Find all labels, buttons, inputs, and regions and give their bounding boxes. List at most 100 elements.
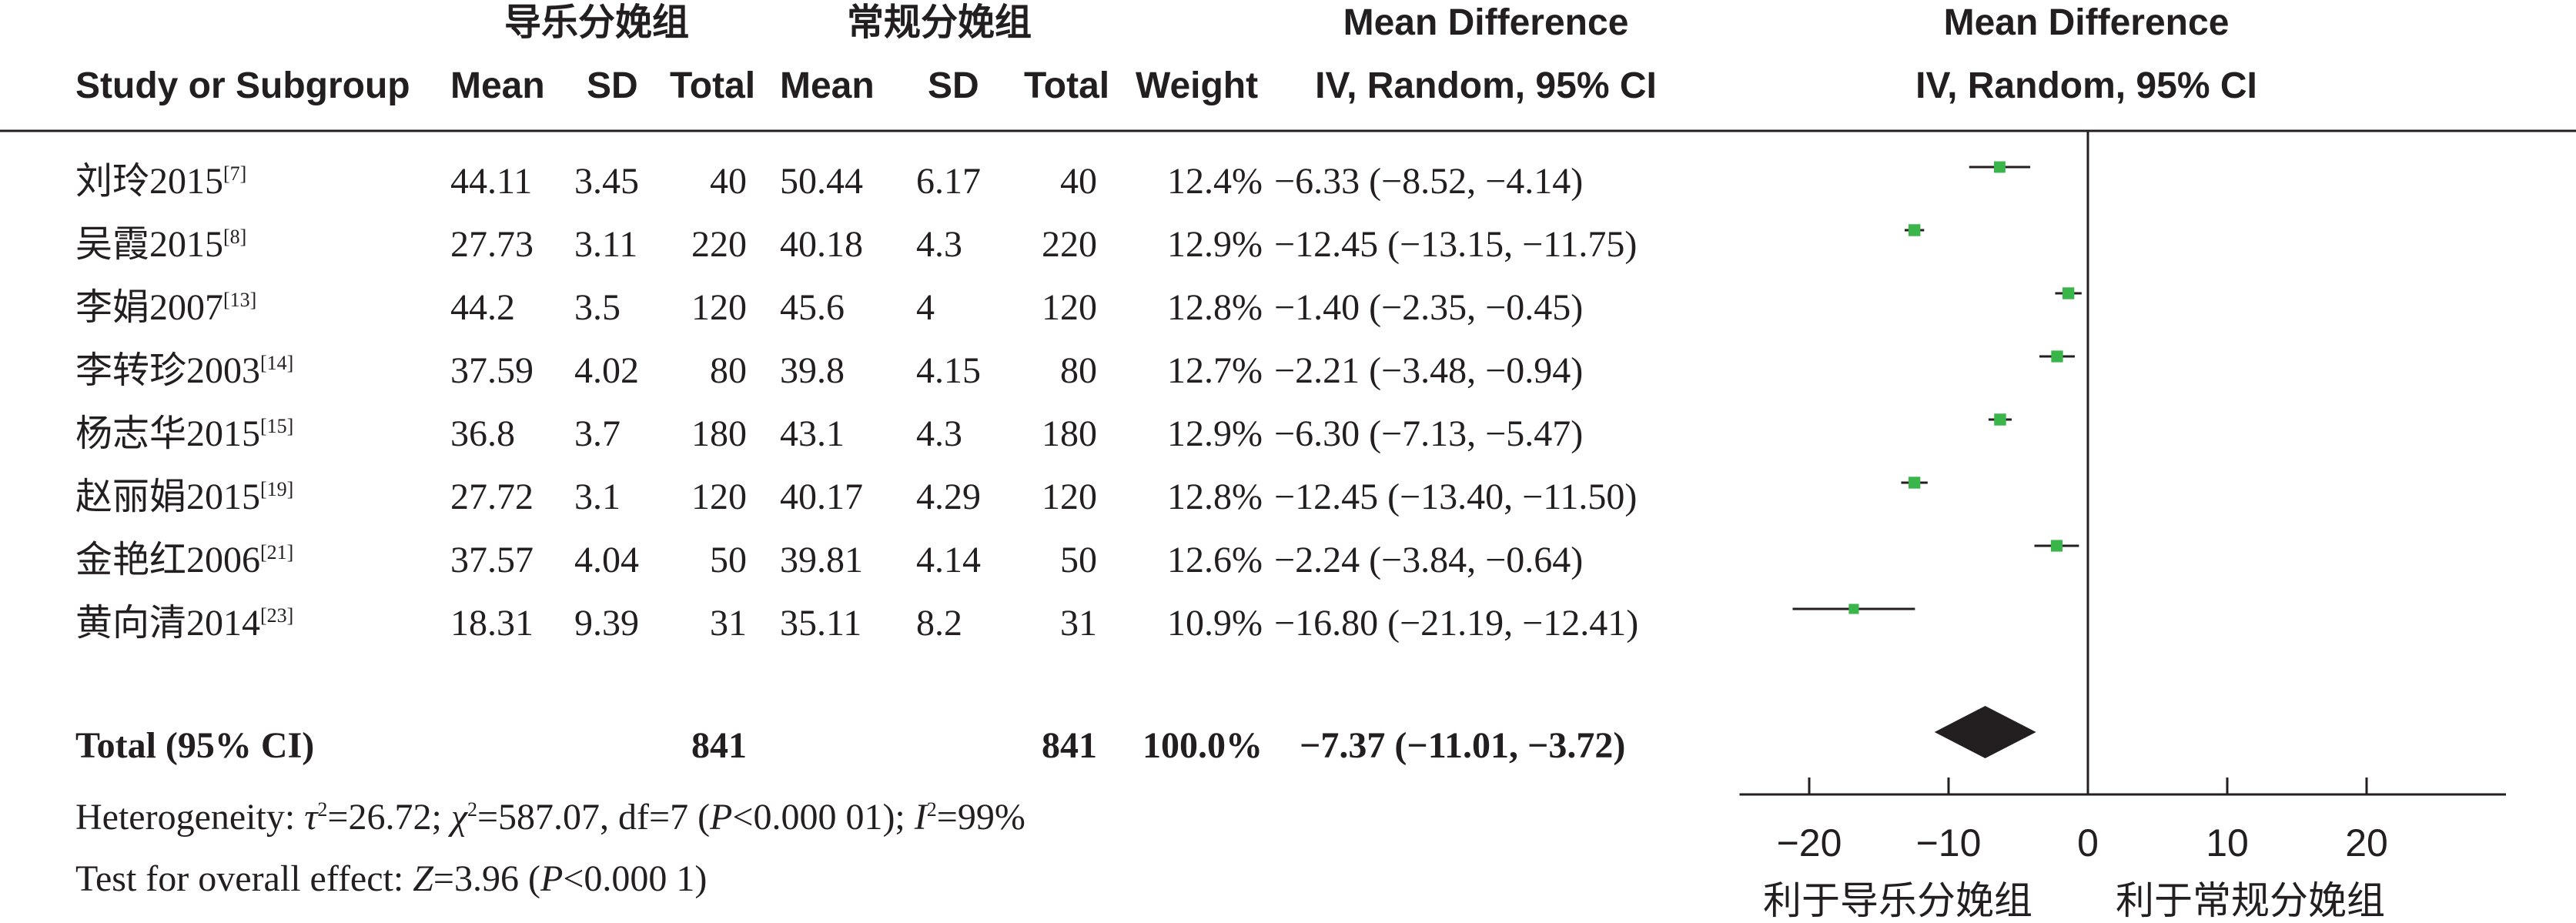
study-m2-cell: 39.81: [780, 540, 863, 580]
pooled-diamond: [1934, 706, 2036, 758]
study-ci-cell: −6.33 (−8.52, −4.14): [1274, 161, 1584, 202]
study-weight-cell: 12.8%: [1167, 477, 1263, 517]
study-name: 刘玲2015[7]: [75, 161, 247, 202]
study-m1-cell: 27.72: [450, 477, 534, 517]
x-axis-tick-label: −20: [1777, 821, 1842, 864]
heterogeneity-text: Heterogeneity: τ2=26.72; χ2=587.07, df=7…: [75, 797, 1025, 838]
study-n1-cell: 180: [691, 413, 747, 454]
study-sd2-cell: 4.3: [916, 224, 962, 265]
study-weight-cell: 10.9%: [1167, 603, 1263, 644]
study-name: 杨志华2015[15]: [75, 413, 294, 454]
study-sd2-cell: 4.3: [916, 413, 962, 454]
study-n1-cell: 40: [710, 161, 747, 202]
study-ci-cell: −6.30 (−7.13, −5.47): [1274, 413, 1584, 454]
total1-column-header: Total: [670, 65, 756, 106]
study-ci-cell: −1.40 (−2.35, −0.45): [1274, 287, 1584, 328]
effect-marker: [2051, 350, 2063, 363]
study-sd2-cell: 8.2: [916, 603, 962, 644]
study-m2-cell: 45.6: [780, 287, 845, 328]
study-m1-cell: 37.59: [450, 350, 534, 391]
favors-right-label: 利于常规分娩组: [2116, 879, 2385, 922]
study-n2-cell: 31: [1060, 603, 1097, 644]
mean1-column-header: Mean: [450, 65, 545, 106]
study-name: 吴霞2015[8]: [75, 224, 247, 265]
study-sd2-cell: 4.29: [916, 477, 981, 517]
study-reference: [13]: [223, 289, 257, 311]
x-axis-tick-label: −10: [1916, 821, 1982, 864]
study-reference: [7]: [223, 162, 247, 185]
study-weight-cell: 12.7%: [1167, 350, 1263, 391]
study-n2-cell: 40: [1060, 161, 1097, 202]
study-sd1-cell: 4.02: [574, 350, 639, 391]
study-sd1-cell: 3.7: [574, 413, 621, 454]
study-reference: [14]: [260, 352, 294, 374]
weight-column-header: Weight: [1136, 65, 1259, 106]
x-axis-tick-label: 0: [2077, 821, 2099, 864]
total-n1: 841: [691, 725, 747, 766]
effect-marker: [2062, 287, 2075, 299]
study-m1-cell: 44.11: [450, 161, 533, 202]
study-name: 金艳红2006[21]: [75, 540, 294, 580]
total-label: Total (95% CI): [75, 725, 315, 766]
study-n1-cell: 220: [691, 224, 747, 265]
total2-column-header: Total: [1024, 65, 1110, 106]
study-n2-cell: 180: [1042, 413, 1097, 454]
study-weight-cell: 12.8%: [1167, 287, 1263, 328]
study-reference: [23]: [260, 604, 294, 627]
overall-effect-text: Test for overall effect: Z=3.96 (P<0.000…: [75, 858, 708, 899]
study-n2-cell: 80: [1060, 350, 1097, 391]
sd2-column-header: SD: [928, 65, 979, 106]
effect-marker: [1908, 224, 1921, 236]
study-n2-cell: 220: [1042, 224, 1097, 265]
study-name: 李转珍2003[14]: [75, 350, 294, 391]
study-m1-cell: 37.57: [450, 540, 534, 580]
x-axis-tick-label: 20: [2345, 821, 2388, 864]
study-m2-cell: 35.11: [780, 603, 862, 644]
study-sd1-cell: 4.04: [574, 540, 639, 580]
study-m2-cell: 40.17: [780, 477, 863, 517]
md-column-title: Mean Difference: [1343, 2, 1629, 43]
study-ci-cell: −12.45 (−13.40, −11.50): [1274, 477, 1638, 517]
study-m1-cell: 36.8: [450, 413, 515, 454]
total-n2: 841: [1042, 725, 1097, 766]
study-name: 黄向清2014[23]: [75, 603, 294, 644]
effect-marker: [1848, 604, 1859, 614]
study-m2-cell: 40.18: [780, 224, 863, 265]
study-reference: [21]: [260, 541, 294, 563]
study-reference: [8]: [223, 226, 247, 248]
study-n1-cell: 80: [710, 350, 747, 391]
plot-column-title: Mean Difference: [1943, 2, 2230, 43]
study-weight-cell: 12.9%: [1167, 224, 1263, 265]
study-sd1-cell: 3.5: [574, 287, 621, 328]
study-reference: [15]: [260, 415, 294, 437]
favors-left-label: 利于导乐分娩组: [1763, 879, 2032, 922]
study-column-header: Study or Subgroup: [75, 65, 410, 106]
effect-marker: [1993, 161, 2006, 173]
study-n1-cell: 50: [710, 540, 747, 580]
study-n2-cell: 120: [1042, 477, 1097, 517]
study-sd1-cell: 3.45: [574, 161, 639, 202]
study-m2-cell: 43.1: [780, 413, 845, 454]
total-weight: 100.0%: [1142, 725, 1263, 766]
x-axis-tick-label: 10: [2206, 821, 2249, 864]
study-ci-cell: −12.45 (−13.15, −11.75): [1274, 224, 1638, 265]
study-m2-cell: 39.8: [780, 350, 845, 391]
study-m2-cell: 50.44: [780, 161, 863, 202]
effect-marker: [1994, 413, 2006, 426]
mean2-column-header: Mean: [780, 65, 875, 106]
study-m1-cell: 27.73: [450, 224, 534, 265]
study-ci-cell: −2.21 (−3.48, −0.94): [1274, 350, 1584, 391]
study-ci-cell: −16.80 (−21.19, −12.41): [1274, 603, 1639, 644]
study-n2-cell: 50: [1060, 540, 1097, 580]
study-weight-cell: 12.9%: [1167, 413, 1263, 454]
md-method-header: IV, Random, 95% CI: [1315, 65, 1657, 106]
study-sd2-cell: 4.15: [916, 350, 981, 391]
study-weight-cell: 12.4%: [1167, 161, 1263, 202]
study-sd2-cell: 4: [916, 287, 935, 328]
total-ci: −7.37 (−11.01, −3.72): [1300, 725, 1626, 766]
sd1-column-header: SD: [587, 65, 638, 106]
group2-header: 常规分娩组: [846, 2, 1032, 43]
effect-marker: [1908, 477, 1921, 489]
study-sd1-cell: 3.11: [574, 224, 638, 265]
